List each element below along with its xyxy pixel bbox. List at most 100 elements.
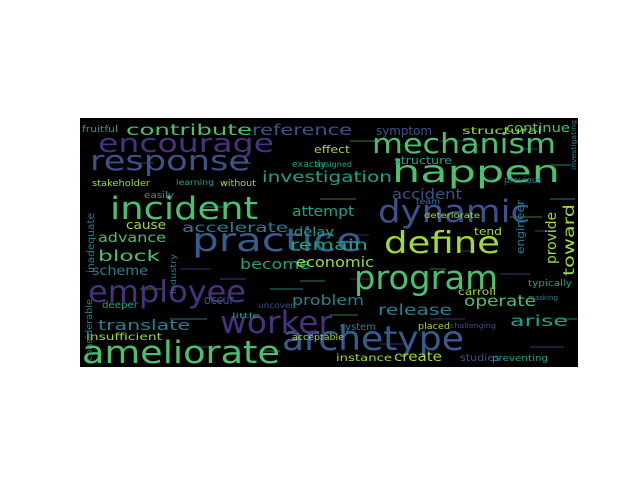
word-carroll: carroll — [458, 287, 496, 298]
word-structure: structure — [394, 154, 452, 167]
word-preventing: preventing — [492, 354, 548, 364]
word-advance: advance — [98, 231, 166, 246]
word-release: release — [378, 301, 452, 319]
word-without: without — [220, 179, 256, 189]
filler-word — [430, 318, 465, 320]
word-translate: translate — [98, 318, 190, 334]
filler-word — [460, 250, 475, 252]
word-industry: industry — [169, 254, 178, 294]
filler-word — [270, 288, 303, 290]
filler-word — [260, 350, 280, 352]
word-accelerate: accelerate — [182, 221, 288, 236]
word-typically: typically — [528, 279, 573, 289]
filler-word — [200, 346, 218, 348]
word-archetype: archetype — [282, 319, 464, 359]
filler-word — [350, 234, 369, 236]
word-become: become — [240, 257, 310, 273]
word-deteriorate: deteriorate — [424, 211, 480, 220]
word-cause: cause — [126, 218, 166, 232]
word-assigned: assigned — [316, 160, 352, 169]
filler-word — [230, 162, 251, 164]
word-symptom: symptom — [376, 124, 432, 138]
word-instance: instance — [336, 353, 392, 364]
word-tend: tend — [474, 225, 502, 238]
filler-word — [500, 273, 530, 275]
filler-word — [320, 198, 356, 200]
filler-word — [330, 314, 358, 316]
word-stakeholder: stakeholder — [92, 179, 150, 189]
filler-word — [550, 164, 571, 166]
word-define: define — [384, 226, 500, 261]
word-scheme: scheme — [92, 264, 148, 279]
filler-word — [535, 230, 557, 232]
word-toward: toward — [560, 204, 578, 276]
filler-word — [550, 198, 575, 200]
word-economic: economic — [296, 255, 374, 271]
filler-word — [140, 288, 164, 290]
word-operate: operate — [464, 292, 536, 310]
word-mechanism: mechanism — [372, 127, 556, 160]
word-team: team — [416, 197, 440, 206]
word-accident: accident — [392, 187, 463, 203]
word-previous: previous — [504, 176, 542, 186]
filler-word — [170, 318, 207, 320]
word-block: block — [98, 247, 160, 265]
filler-word — [180, 268, 211, 270]
word-cloud: ameliorate archetype employee worker program… — [80, 118, 578, 367]
word-studies: studies — [460, 353, 500, 364]
word-deeper: deeper — [102, 300, 139, 311]
word-attempt: attempt — [292, 204, 355, 220]
filler-word — [350, 278, 373, 280]
word-investigation: investigation — [262, 168, 392, 186]
filler-word — [430, 268, 446, 270]
word-learning: learning — [176, 178, 214, 187]
word-problem: problem — [292, 293, 364, 309]
word-uncover: uncover — [258, 301, 295, 310]
word-little: little — [232, 312, 260, 320]
filler-word — [480, 178, 494, 180]
word-masking: masking — [528, 294, 558, 302]
word-encourage: encourage — [98, 129, 274, 159]
word-practice: practice — [192, 221, 362, 259]
word-employee: employee — [88, 275, 246, 310]
word-ameliorate: ameliorate — [82, 335, 280, 367]
word-happen: happen — [392, 155, 560, 190]
filler-word — [530, 346, 564, 348]
word-effect: effect — [314, 143, 351, 156]
word-system: system — [340, 322, 376, 333]
word-worker: worker — [220, 305, 332, 341]
word-structural: structural — [462, 126, 542, 137]
word-occur: occur — [204, 293, 234, 307]
filler-word — [140, 162, 154, 164]
word-inadequate: inadequate — [86, 213, 97, 273]
filler-word — [220, 278, 246, 280]
word-program: program — [354, 258, 498, 297]
word-reference: reference — [252, 121, 352, 139]
word-fruitful: fruitful — [82, 125, 118, 135]
filler-word — [520, 148, 538, 150]
filler-word — [440, 140, 475, 142]
word-arise: arise — [510, 312, 568, 330]
word-acceptable: acceptable — [292, 333, 344, 343]
word-provide: provide — [544, 212, 560, 264]
filler-word — [350, 140, 378, 142]
word-create: create — [394, 350, 442, 365]
word-response: response — [90, 144, 250, 177]
word-insufficient: insufficient — [86, 332, 162, 343]
filler-word — [560, 318, 577, 320]
word-continue: continue — [506, 121, 570, 135]
word-dynamic: dynamic — [378, 194, 530, 230]
word-exactly: exactly — [292, 160, 327, 170]
word-contribute: contribute — [126, 121, 252, 139]
word-remain: remain — [290, 236, 368, 254]
word-placed: placed — [418, 322, 450, 332]
word-challenging: challenging — [450, 322, 496, 330]
filler-word — [300, 280, 325, 282]
word-incident: incident — [110, 191, 258, 227]
word-easily: easily — [144, 191, 175, 201]
filler-word — [200, 206, 229, 208]
word-investigating: investigating — [570, 120, 578, 170]
word-engineer: engineer — [514, 199, 527, 254]
word-delay: delay — [294, 225, 334, 239]
